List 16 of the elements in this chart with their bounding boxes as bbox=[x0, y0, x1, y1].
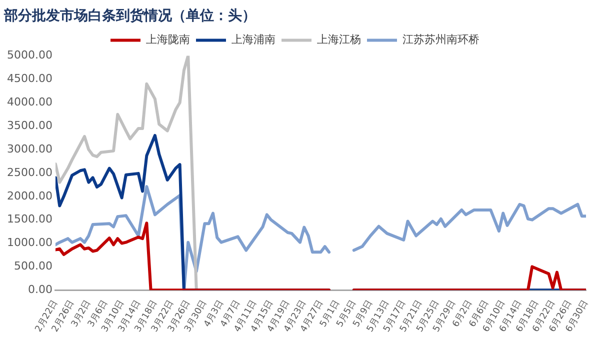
legend-label: 上海江杨 bbox=[317, 33, 361, 46]
y-tick-label: 1000.00 bbox=[6, 236, 52, 250]
chart-title: 部分批发市场白条到货情况（单位：头） bbox=[3, 7, 256, 24]
legend-label: 上海浦南 bbox=[232, 33, 276, 46]
y-tick-label: 0.00 bbox=[28, 282, 52, 296]
y-tick-label: 1500.00 bbox=[6, 212, 52, 226]
y-tick-label: 500.00 bbox=[14, 260, 52, 273]
y-tick-label: 4000.00 bbox=[6, 96, 52, 109]
y-tick-label: 3500.00 bbox=[6, 118, 52, 132]
y-tick-label: 4500.00 bbox=[6, 72, 52, 86]
legend-label: 上海陇南 bbox=[146, 33, 190, 46]
y-tick-label: 3000.00 bbox=[6, 142, 52, 156]
legend-label: 江苏苏州南环桥 bbox=[402, 33, 480, 46]
y-tick-label: 2500.00 bbox=[6, 166, 52, 179]
y-tick-label: 2000.00 bbox=[6, 189, 52, 202]
y-tick-label: 5000.00 bbox=[6, 48, 52, 62]
